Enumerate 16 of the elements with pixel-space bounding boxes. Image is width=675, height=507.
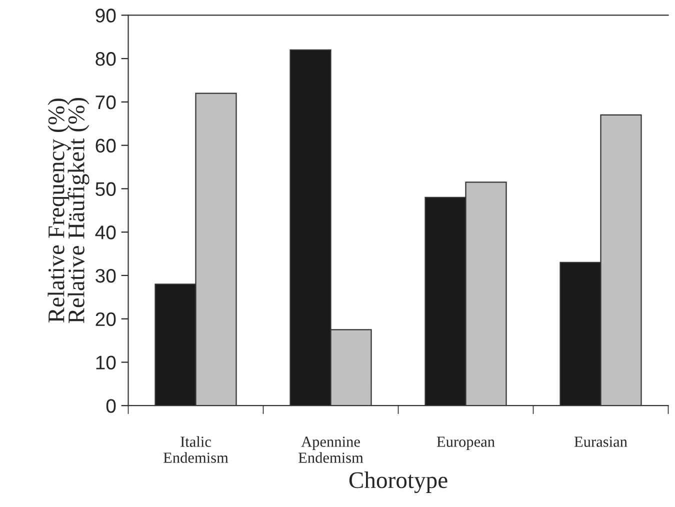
x-tick-label: Apennine Endemism: [298, 436, 364, 463]
y-tick-label: 10: [96, 356, 116, 370]
y-tick-label: 70: [96, 95, 116, 110]
x-tick-label: Italic Endemism: [164, 436, 228, 463]
y-tick-label: 30: [96, 268, 116, 283]
y-tick-label: 80: [96, 52, 116, 66]
y-axis-title: Relative Frequency (%) Relative Häufigkeit (%): [48, 98, 90, 324]
x-tick-label: European: [436, 436, 495, 450]
y-tick-label: 20: [96, 312, 116, 326]
y-tick-label: 0: [106, 399, 116, 413]
y-tick-label: 50: [96, 182, 116, 196]
y-tick-label: 60: [96, 138, 116, 153]
y-tick-label: 90: [96, 8, 116, 22]
x-tick-label: Eurasian: [574, 436, 628, 447]
x-axis-title: Chorotype: [349, 472, 448, 494]
y-tick-label: 40: [95, 226, 116, 240]
